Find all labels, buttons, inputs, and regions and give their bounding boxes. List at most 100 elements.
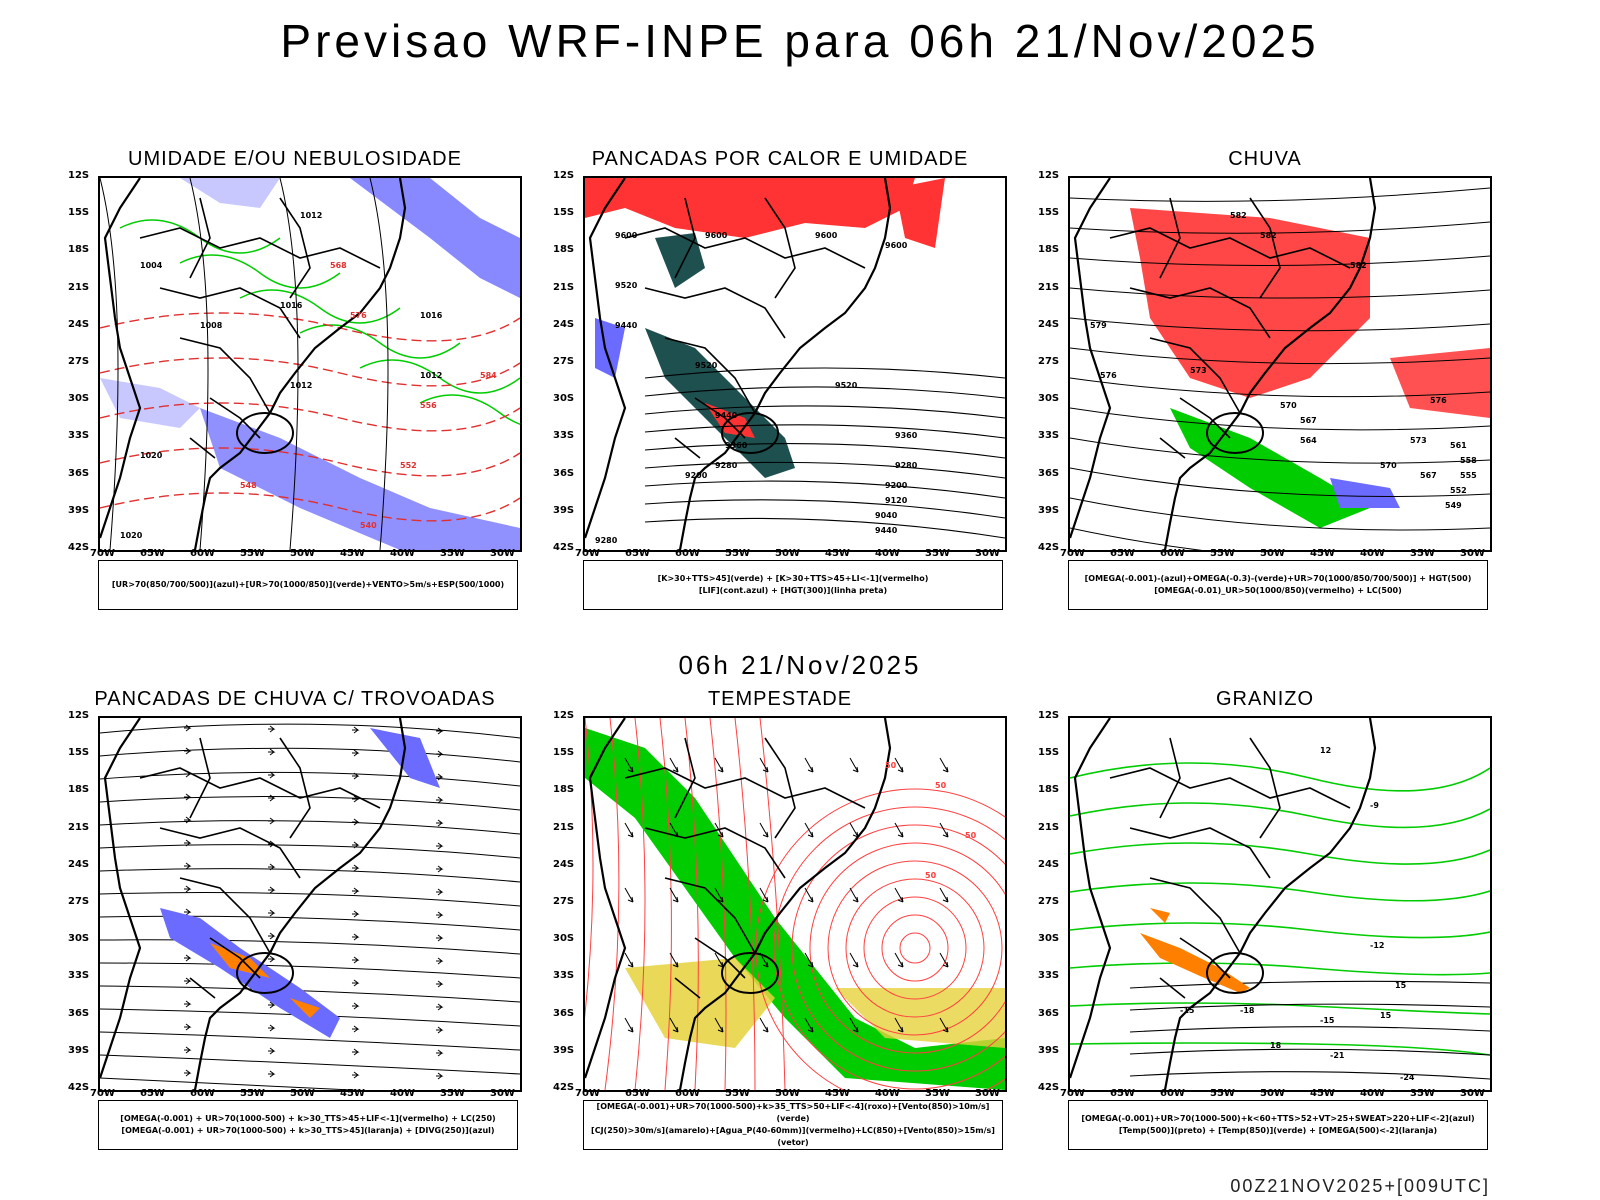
contour-label: 50 — [885, 761, 897, 770]
latitude-label: 36S — [68, 1007, 90, 1019]
latitude-label: 21S — [68, 281, 90, 293]
forecast-map: 582 582 582 579 576 573 570 567 564 561 558 555 552 5… — [1068, 176, 1492, 552]
panel-title: CHUVA — [1228, 148, 1302, 170]
longitude-label: 55W — [1210, 548, 1235, 559]
contour-label: 584 — [480, 371, 497, 380]
contour-label: 567 — [1300, 416, 1317, 425]
latitude-label: 42S — [1038, 1082, 1060, 1093]
latitude-label: 27S — [68, 896, 90, 907]
latitude-label: 15S — [553, 747, 575, 759]
forecast-map — [98, 716, 522, 1092]
longitude-label: 35W — [440, 548, 465, 559]
contour-label: 9600 — [615, 231, 638, 240]
contour-label: 9440 — [615, 321, 638, 330]
latitude-label: 33S — [1038, 430, 1060, 442]
longitude-label: 65W — [1110, 548, 1135, 559]
contour-label: 548 — [240, 481, 257, 490]
contour-label: 567 — [1420, 471, 1437, 480]
longitude-label: 50W — [775, 548, 800, 559]
contour-label: 1020 — [120, 531, 143, 540]
longitude-label: 70W — [90, 1088, 115, 1099]
latitude-label: 12S — [553, 710, 575, 721]
latitude-label: 39S — [553, 1044, 575, 1056]
longitude-label: 50W — [1260, 1088, 1285, 1099]
latitude-label: 24S — [553, 318, 575, 330]
contour-label: 9520 — [615, 281, 638, 290]
latitude-label: 36S — [68, 467, 90, 479]
longitude-label: 65W — [625, 1088, 650, 1099]
longitude-label: 35W — [925, 548, 950, 559]
latitude-label: 36S — [553, 467, 575, 479]
contour-label: 1008 — [200, 321, 223, 330]
latitude-label: 21S — [553, 821, 575, 833]
contour-label: 552 — [400, 461, 417, 470]
map-canvas: 1012 1016 1016 1012 1008 1020 1020 1012 1004 584 5… — [100, 178, 520, 550]
legend-line: [LIF](cont.azul) + [HGT(300)](linha pret… — [698, 586, 888, 595]
contour-label: 576 — [1100, 371, 1117, 380]
latitude-label: 30S — [1038, 393, 1060, 405]
contour-label: 50 — [925, 871, 937, 880]
contour-label: 556 — [420, 401, 437, 410]
valid-time-subtitle: 06h 21/Nov/2025 — [678, 650, 922, 680]
latitude-label: 42S — [553, 1082, 575, 1093]
contour-label: 1012 — [300, 211, 322, 220]
latitude-label: 30S — [68, 393, 90, 405]
latitude-label: 21S — [553, 281, 575, 293]
contour-label: 1012 — [420, 371, 442, 380]
contour-label: 9040 — [875, 511, 898, 520]
longitude-label: 55W — [725, 1088, 750, 1099]
forecast-map: 50 50 50 50 — [583, 716, 1007, 1092]
contour-label: 570 — [1280, 401, 1297, 410]
longitude-label: 40W — [875, 1088, 900, 1099]
latitude-label: 33S — [68, 430, 90, 442]
panel-title: UMIDADE E/OU NEBULOSIDADE — [128, 148, 462, 170]
contour-label: 9280 — [595, 536, 618, 545]
panel-umidade: UMIDADE E/OU NEBULOSIDADE 1012 1016 1016 101… — [60, 148, 560, 618]
longitude-label: 70W — [1060, 548, 1085, 559]
longitude-label: 60W — [1160, 1088, 1185, 1099]
contour-label: 9520 — [695, 361, 718, 370]
contour-label: 9120 — [885, 496, 908, 505]
longitude-label: 35W — [1410, 1088, 1435, 1099]
contour-label: 50 — [935, 781, 947, 790]
contour-label: 9200 — [685, 471, 708, 480]
contour-label: 9600 — [815, 231, 838, 240]
latitude-label: 36S — [1038, 467, 1060, 479]
longitude-label: 30W — [490, 1088, 515, 1099]
longitude-label: 35W — [440, 1088, 465, 1099]
legend-line: [Temp(500)](preto) + [Temp(850)](verde) … — [1118, 1126, 1438, 1135]
panel-legend: [UR>70(850/700/500)](azul)+[UR>70(1000/8… — [98, 560, 518, 610]
latitude-label: 27S — [1038, 896, 1060, 907]
latitude-label: 15S — [1038, 747, 1060, 759]
latitude-label: 39S — [1038, 1044, 1060, 1056]
latitude-label: 36S — [1038, 1007, 1060, 1019]
contour-label: 568 — [330, 261, 347, 270]
legend-line: [OMEGA(-0.001)-(azul)+OMEGA(-0.3)-(verde… — [1084, 574, 1472, 583]
latitude-label: 42S — [1038, 542, 1060, 553]
contour-label: 9600 — [705, 231, 728, 240]
latitude-label: 15S — [68, 747, 90, 759]
longitude-label: 45W — [825, 548, 850, 559]
contour-label: 9280 — [895, 461, 918, 470]
contour-label: 1016 — [280, 301, 303, 310]
longitude-label: 55W — [240, 548, 265, 559]
longitude-label: 60W — [190, 1088, 215, 1099]
longitude-label: 45W — [1310, 1088, 1335, 1099]
contour-label: -15 — [1180, 1006, 1195, 1015]
legend-line: [OMEGA(-0.001) + UR>70(1000-500) + k>30_… — [120, 1114, 496, 1123]
contour-label: 561 — [1450, 441, 1467, 450]
longitude-label: 30W — [1460, 1088, 1485, 1099]
panel-legend: [OMEGA(-0.001) + UR>70(1000-500) + k>30_… — [98, 1100, 518, 1150]
latitude-label: 24S — [553, 858, 575, 870]
latitude-label: 30S — [553, 933, 575, 945]
latitude-label: 33S — [553, 970, 575, 982]
panel-title: GRANIZO — [1215, 688, 1315, 710]
longitude-label: 60W — [1160, 548, 1185, 559]
longitude-label: 55W — [725, 548, 750, 559]
longitude-label: 30W — [975, 1088, 1000, 1099]
legend-line: [OMEGA(-0.001)+UR>70(1000-500)+k<60+TTS>… — [1081, 1114, 1475, 1123]
longitude-label: 70W — [90, 548, 115, 559]
panel-pancadas-calor: PANCADAS POR CALOR E UMIDADE 9600 9600 9600… — [545, 148, 1045, 618]
contour-label: -18 — [1240, 1006, 1255, 1015]
latitude-label: 15S — [553, 207, 575, 219]
